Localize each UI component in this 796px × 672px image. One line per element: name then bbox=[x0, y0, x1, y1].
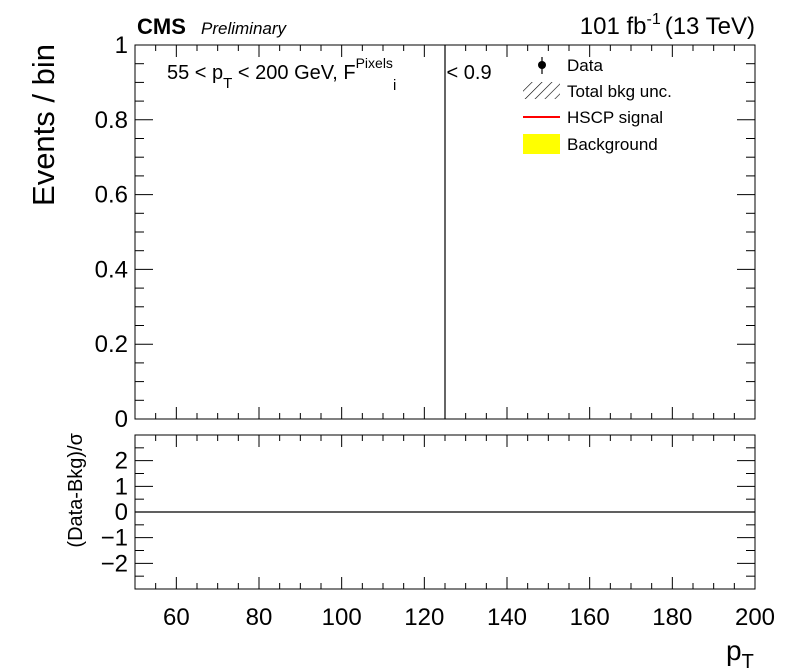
status-label: Preliminary bbox=[201, 19, 288, 38]
y-tick-label: 0.2 bbox=[95, 331, 128, 358]
x-axis-title-sub: T bbox=[742, 651, 754, 672]
legend-label-data: Data bbox=[567, 56, 603, 75]
y-tick-label: 0.8 bbox=[95, 107, 128, 134]
x-tick-label: 200 bbox=[735, 604, 775, 631]
x-tick-label: 80 bbox=[246, 604, 273, 631]
lumi-energy: (13 TeV) bbox=[665, 13, 755, 40]
legend-item-background: Background bbox=[523, 134, 658, 154]
y-tick-label: 0.4 bbox=[95, 256, 128, 283]
luminosity-label: 101 fb-1 (13 TeV) bbox=[580, 11, 755, 40]
y-tick-label: 1 bbox=[115, 32, 128, 59]
y-tick-label: 0.6 bbox=[95, 182, 128, 209]
legend-item-signal: HSCP signal bbox=[523, 108, 663, 127]
lower-y-axis-title: (Data-Bkg)/σ bbox=[65, 432, 87, 547]
upper-axis-ticks bbox=[134, 44, 756, 420]
legend: Data Total bkg unc. HSCP signal Backgrou… bbox=[523, 56, 672, 154]
x-tick-labels: 60 80 100 120 140 160 180 200 bbox=[163, 604, 775, 631]
selection-suffix: < 0.9 bbox=[441, 62, 492, 84]
legend-item-bkg-unc: Total bkg unc. bbox=[523, 82, 672, 101]
legend-item-data: Data bbox=[538, 56, 603, 75]
upper-y-axis-title: Events / bin bbox=[26, 44, 61, 206]
x-axis-title: pT bbox=[726, 635, 754, 672]
y-tick-label: 1 bbox=[115, 473, 128, 500]
x-axis-title-main: p bbox=[726, 635, 742, 666]
selection-sup: Pixels bbox=[356, 55, 393, 71]
experiment-label: CMS bbox=[137, 14, 186, 39]
x-tick-label: 100 bbox=[322, 604, 362, 631]
selection-label: 55 < pT < 200 GeV, FPixelsi < 0.9 bbox=[167, 55, 492, 94]
selection-middle: < 200 GeV, F bbox=[232, 62, 355, 84]
y-tick-label: 2 bbox=[115, 448, 128, 475]
y-tick-label: 0 bbox=[115, 499, 128, 526]
y-tick-label: −1 bbox=[101, 525, 128, 552]
y-tick-label: 0 bbox=[115, 406, 128, 433]
lower-axis-ticks bbox=[134, 434, 756, 590]
x-tick-label: 140 bbox=[487, 604, 527, 631]
x-tick-label: 180 bbox=[652, 604, 692, 631]
lumi-value: 101 fb bbox=[580, 13, 647, 40]
legend-label-background: Background bbox=[567, 135, 658, 154]
x-tick-label: 160 bbox=[570, 604, 610, 631]
upper-y-tick-labels: 0 0.2 0.4 0.6 0.8 1 bbox=[95, 32, 128, 433]
x-tick-label: 120 bbox=[404, 604, 444, 631]
lumi-exponent: -1 bbox=[646, 11, 660, 28]
legend-data-marker bbox=[538, 61, 546, 69]
legend-background-swatch bbox=[523, 134, 560, 154]
selection-prefix: 55 < p bbox=[167, 62, 223, 84]
legend-label-signal: HSCP signal bbox=[567, 108, 663, 127]
legend-label-bkg-unc: Total bkg unc. bbox=[567, 82, 672, 101]
y-tick-label: −2 bbox=[101, 550, 128, 577]
legend-hatch-swatch bbox=[523, 82, 560, 99]
selection-sub-t: T bbox=[223, 75, 232, 92]
x-tick-label: 60 bbox=[163, 604, 190, 631]
selection-sub-i: i bbox=[393, 77, 396, 94]
